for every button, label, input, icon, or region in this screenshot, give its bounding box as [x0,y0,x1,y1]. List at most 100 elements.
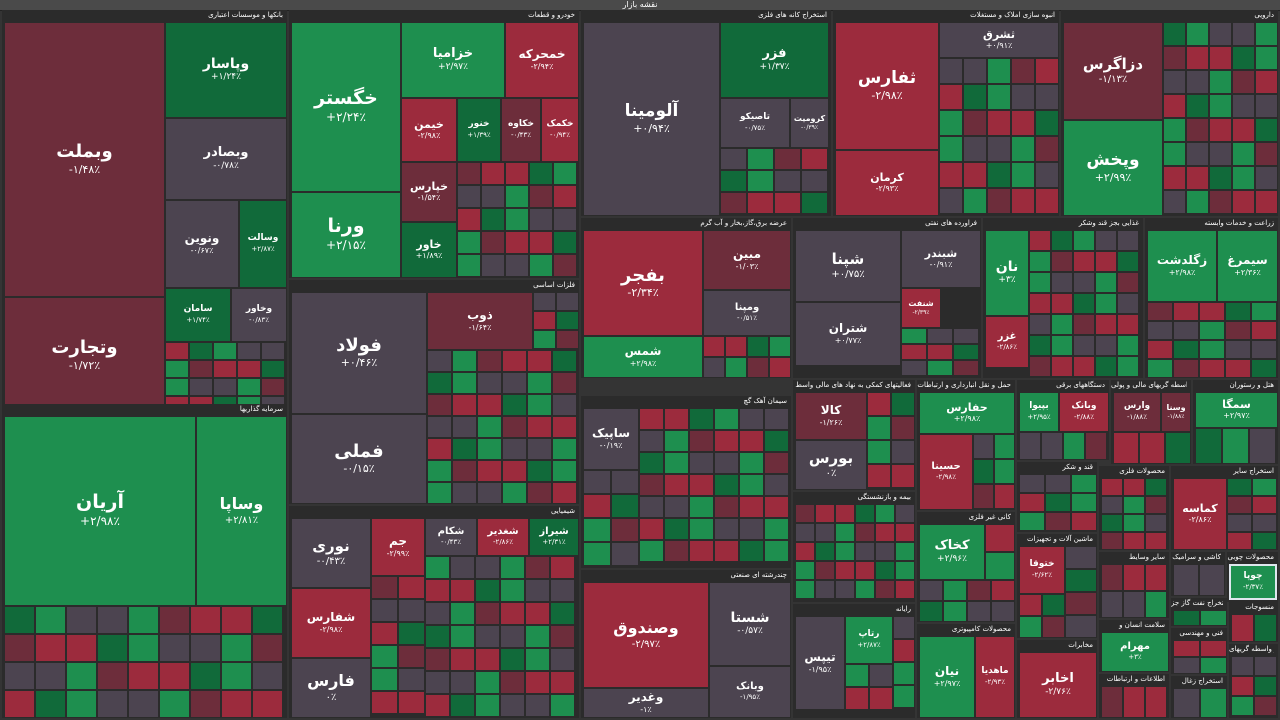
small-tile[interactable] [891,440,915,464]
small-tile[interactable] [35,662,66,690]
small-tile[interactable] [452,416,477,438]
small-tile[interactable] [1186,190,1209,214]
small-tile[interactable] [963,162,987,188]
small-tile[interactable] [527,460,552,482]
small-tile[interactable] [1095,230,1117,251]
small-tile[interactable] [1035,110,1059,136]
small-tile[interactable] [505,185,529,208]
symbol-tile[interactable]: خنور +۱/۳۹٪ [457,98,501,162]
small-tile[interactable] [500,694,525,717]
small-tile[interactable] [477,372,502,394]
small-tile[interactable] [450,671,475,694]
small-tile[interactable] [835,523,855,542]
small-tile[interactable] [1065,592,1097,615]
small-tile[interactable] [747,336,769,357]
small-tile[interactable] [398,668,425,691]
symbol-tile[interactable]: مهرام +۳٪ [1101,632,1169,672]
small-tile[interactable] [450,694,475,717]
small-tile[interactable] [500,648,525,671]
small-tile[interactable] [552,460,577,482]
small-tile[interactable] [689,518,714,540]
symbol-tile[interactable]: کرومیت -۰/۳۹٪ [790,98,829,148]
small-tile[interactable] [1145,591,1167,618]
small-tile[interactable] [689,474,714,496]
small-tile[interactable] [1101,686,1123,718]
small-tile[interactable] [527,372,552,394]
small-tile[interactable] [927,328,953,344]
symbol-tile[interactable]: خکاوه -۰/۴۳٪ [501,98,541,162]
small-tile[interactable] [35,634,66,662]
symbol-tile[interactable]: شغدیر -۲/۸۶٪ [477,518,529,556]
small-tile[interactable] [550,671,575,694]
small-tile[interactable] [893,639,915,662]
small-tile[interactable] [1029,293,1051,314]
small-tile[interactable] [1073,356,1095,377]
small-tile[interactable] [427,416,452,438]
small-tile[interactable] [714,496,739,518]
small-tile[interactable] [714,408,739,430]
small-tile[interactable] [1117,230,1139,251]
small-tile[interactable] [927,360,953,376]
small-tile[interactable] [1065,546,1097,569]
symbol-tile[interactable]: وخاور -۰/۸۳٪ [231,288,287,342]
small-tile[interactable] [190,606,221,634]
small-tile[interactable] [747,192,774,214]
small-tile[interactable] [550,556,575,579]
symbol-tile[interactable]: سامان +۱/۷۴٪ [165,288,231,342]
small-tile[interactable] [664,474,689,496]
small-tile[interactable] [252,606,283,634]
small-tile[interactable] [213,378,237,396]
small-tile[interactable] [1255,166,1278,190]
small-tile[interactable] [795,580,815,599]
small-tile[interactable] [1232,118,1255,142]
small-tile[interactable] [425,556,450,579]
symbol-tile[interactable]: آریان +۲/۹۸٪ [4,416,196,606]
small-tile[interactable] [1227,532,1252,550]
small-tile[interactable] [583,470,611,494]
small-tile[interactable] [1195,428,1222,464]
small-tile[interactable] [994,484,1015,509]
symbol-tile[interactable]: وبصادر -۰/۷۸٪ [165,118,287,200]
small-tile[interactable] [795,523,815,542]
small-tile[interactable] [1101,564,1123,591]
small-tile[interactable] [1255,118,1278,142]
small-tile[interactable] [189,360,213,378]
small-tile[interactable] [1147,321,1173,340]
small-tile[interactable] [1095,356,1117,377]
small-tile[interactable] [1231,696,1254,716]
small-tile[interactable] [845,664,869,687]
symbol-tile[interactable]: خپارس -۱/۵۴٪ [401,162,457,222]
small-tile[interactable] [869,664,893,687]
symbol-tile[interactable]: ونوین -۰/۶۷٪ [165,200,239,288]
small-tile[interactable] [815,504,835,523]
small-tile[interactable] [994,434,1015,459]
small-tile[interactable] [1209,118,1232,142]
small-tile[interactable] [1051,251,1073,272]
small-tile[interactable] [427,350,452,372]
symbol-tile[interactable]: شتران +۰/۷۷٪ [795,302,901,366]
small-tile[interactable] [398,599,425,622]
small-tile[interactable] [795,561,815,580]
small-tile[interactable] [1163,118,1186,142]
small-tile[interactable] [450,556,475,579]
small-tile[interactable] [97,634,128,662]
small-tile[interactable] [939,136,963,162]
small-tile[interactable] [1186,118,1209,142]
small-tile[interactable] [1029,335,1051,356]
small-tile[interactable] [371,622,398,645]
small-tile[interactable] [556,292,579,311]
small-tile[interactable] [987,58,1011,84]
symbol-tile[interactable]: شیراز +۲/۳۱٪ [529,518,579,556]
small-tile[interactable] [66,634,97,662]
small-tile[interactable] [425,671,450,694]
small-tile[interactable] [35,606,66,634]
small-tile[interactable] [725,357,747,378]
small-tile[interactable] [764,496,789,518]
small-tile[interactable] [475,625,500,648]
small-tile[interactable] [450,602,475,625]
small-tile[interactable] [481,254,505,277]
small-tile[interactable] [1186,142,1209,166]
small-tile[interactable] [500,556,525,579]
small-tile[interactable] [1051,335,1073,356]
small-tile[interactable] [1029,251,1051,272]
